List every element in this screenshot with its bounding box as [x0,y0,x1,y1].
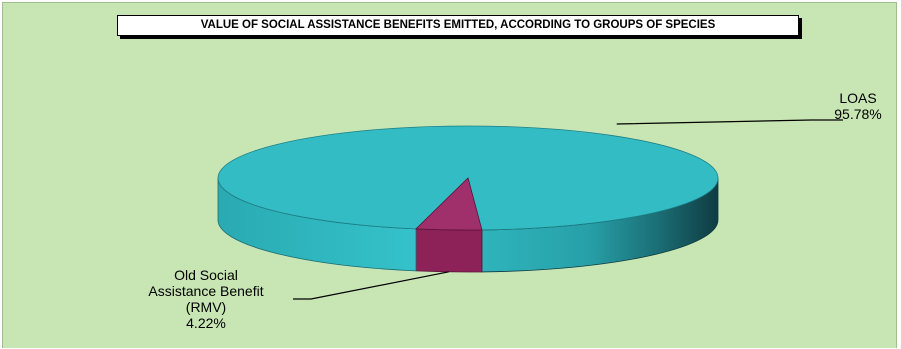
slice-label-loas-name: LOAS [839,90,877,106]
leader-line-rmv [293,271,449,300]
pie-chart [217,119,843,300]
slice-label-loas: LOAS 95.78% [818,90,898,122]
slice-label-rmv-name-line3: (RMV) [185,299,227,315]
slice-label-loas-value: 95.78% [834,106,882,122]
pie-side-rmv [415,228,483,273]
slice-label-rmv-name-line2: Assistance Benefit [148,283,264,299]
pie-slice-rmv [415,177,483,231]
slice-label-rmv-value: 4.22% [186,315,226,331]
chart-title: VALUE OF SOCIAL ASSISTANCE BENEFITS EMIT… [117,15,799,36]
slice-label-rmv: Old Social Assistance Benefit (RMV) 4.22… [126,267,286,331]
slice-label-rmv-name-line1: Old Social [174,267,238,283]
leader-line-loas [616,119,843,125]
